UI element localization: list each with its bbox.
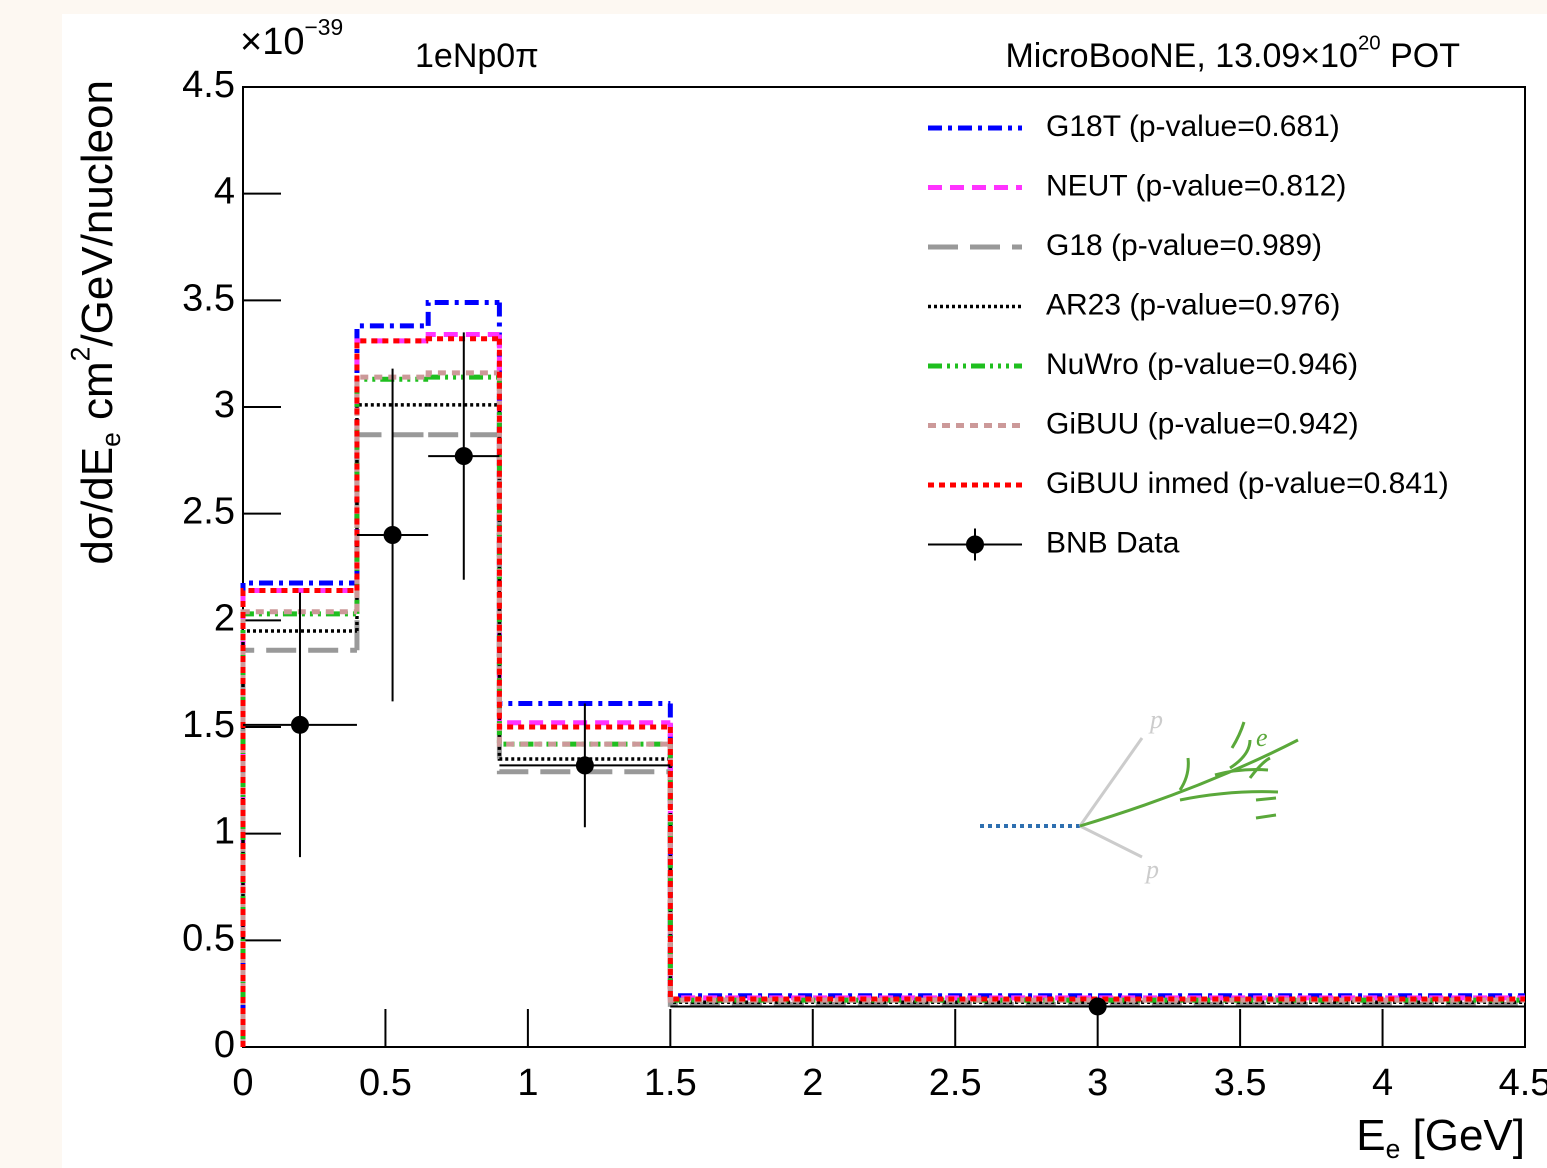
- y-axis-label: dσ/dEe cm2/GeV/nucleon: [65, 80, 126, 565]
- x-axis-label-part: e: [1386, 1134, 1401, 1164]
- x-tick-label: 4.5: [1499, 1062, 1547, 1104]
- y-multiplier-part: −39: [304, 14, 343, 40]
- proton-track: [1078, 737, 1144, 827]
- histogram-step: [240, 587, 357, 1047]
- y-tick-label: 1: [214, 811, 235, 853]
- inset-label: p: [1144, 855, 1159, 884]
- histogram-step: [496, 372, 671, 747]
- legend-label: AR23 (p-value=0.976): [1046, 288, 1340, 321]
- plot-frame: [242, 86, 1526, 1048]
- y-axis-label-part: 2: [65, 347, 95, 362]
- x-tick-label: 3.5: [1214, 1062, 1267, 1104]
- y-tick-label: 2.5: [182, 491, 235, 533]
- legend-label: NEUT (p-value=0.812): [1046, 169, 1346, 202]
- y-tick-label: 4.5: [182, 64, 235, 106]
- title-right-part: MicroBooNE, 13.09×10: [1005, 37, 1357, 75]
- legend-label: G18 (p-value=0.989): [1046, 229, 1322, 262]
- histogram-step: [354, 338, 429, 591]
- x-tick-label: 4: [1372, 1062, 1393, 1104]
- histogram-step: [497, 404, 671, 761]
- x-axis-label-part: E: [1356, 1111, 1385, 1160]
- histogram-step: [354, 323, 429, 583]
- canvas: [62, 14, 1547, 1168]
- x-tick-label: 2.5: [929, 1062, 982, 1104]
- y-multiplier-part: ×10: [240, 21, 304, 63]
- y-axis-label-part: e: [96, 432, 126, 447]
- x-tick-label: 0: [232, 1062, 253, 1104]
- data-point: [575, 756, 594, 775]
- y-tick-label: 0.5: [182, 917, 235, 959]
- x-tick-label: 2: [802, 1062, 823, 1104]
- y-axis-label-part: cm: [73, 361, 122, 432]
- title-right-part: POT: [1381, 37, 1460, 75]
- histogram-step: [425, 370, 500, 378]
- y-axis-label-part: dσ/dE: [73, 447, 122, 565]
- histogram-step: [496, 338, 671, 730]
- x-tick-label: 3: [1087, 1062, 1108, 1104]
- shower-fragments: [1230, 721, 1277, 820]
- proton-track: [1079, 824, 1143, 859]
- histogram-step: [354, 374, 429, 612]
- title-right-part: 20: [1358, 33, 1381, 55]
- histogram-step: [667, 727, 1525, 1002]
- histogram-step: [425, 336, 500, 342]
- legend-label: BNB Data: [1046, 526, 1180, 559]
- data-point: [1088, 997, 1107, 1016]
- data-point: [454, 447, 473, 466]
- histogram-step: [667, 771, 1525, 1007]
- data-point: [383, 526, 402, 544]
- title-right: MicroBooNE, 13.09×1020 POT: [1005, 33, 1460, 75]
- inset-label: e: [1256, 723, 1268, 752]
- legend-swatch: [966, 535, 984, 554]
- histogram-step: [425, 299, 500, 326]
- legend-label: GiBUU inmed (p-value=0.841): [1046, 467, 1449, 500]
- inset-diagram: p e p: [980, 705, 1299, 884]
- y-axis-label-part: /GeV/nucleon: [73, 80, 122, 347]
- y-tick-label: 0: [214, 1024, 235, 1066]
- legend-label: G18T (p-value=0.681): [1046, 110, 1340, 143]
- x-axis-label: Ee [GeV]: [1356, 1111, 1525, 1165]
- title-left: 1eNp0π: [415, 37, 539, 75]
- y-tick-label: 2: [214, 597, 235, 639]
- y-multiplier: ×10−39: [240, 14, 343, 63]
- legend-label: NuWro (p-value=0.946): [1046, 348, 1358, 381]
- y-tick-label: 4: [214, 171, 235, 213]
- x-tick-label: 1.5: [644, 1062, 697, 1104]
- y-tick-label: 3: [214, 384, 235, 426]
- x-tick-label: 1: [517, 1062, 538, 1104]
- legend-label: GiBUU (p-value=0.942): [1046, 407, 1359, 440]
- inset-label: p: [1148, 705, 1163, 734]
- x-tick-label: 0.5: [359, 1062, 412, 1104]
- x-axis-label-part: [GeV]: [1400, 1111, 1525, 1160]
- electron-shower: [1079, 738, 1299, 828]
- data-point: [290, 715, 309, 734]
- y-tick-label: 1.5: [182, 704, 235, 746]
- y-tick-label: 3.5: [182, 277, 235, 319]
